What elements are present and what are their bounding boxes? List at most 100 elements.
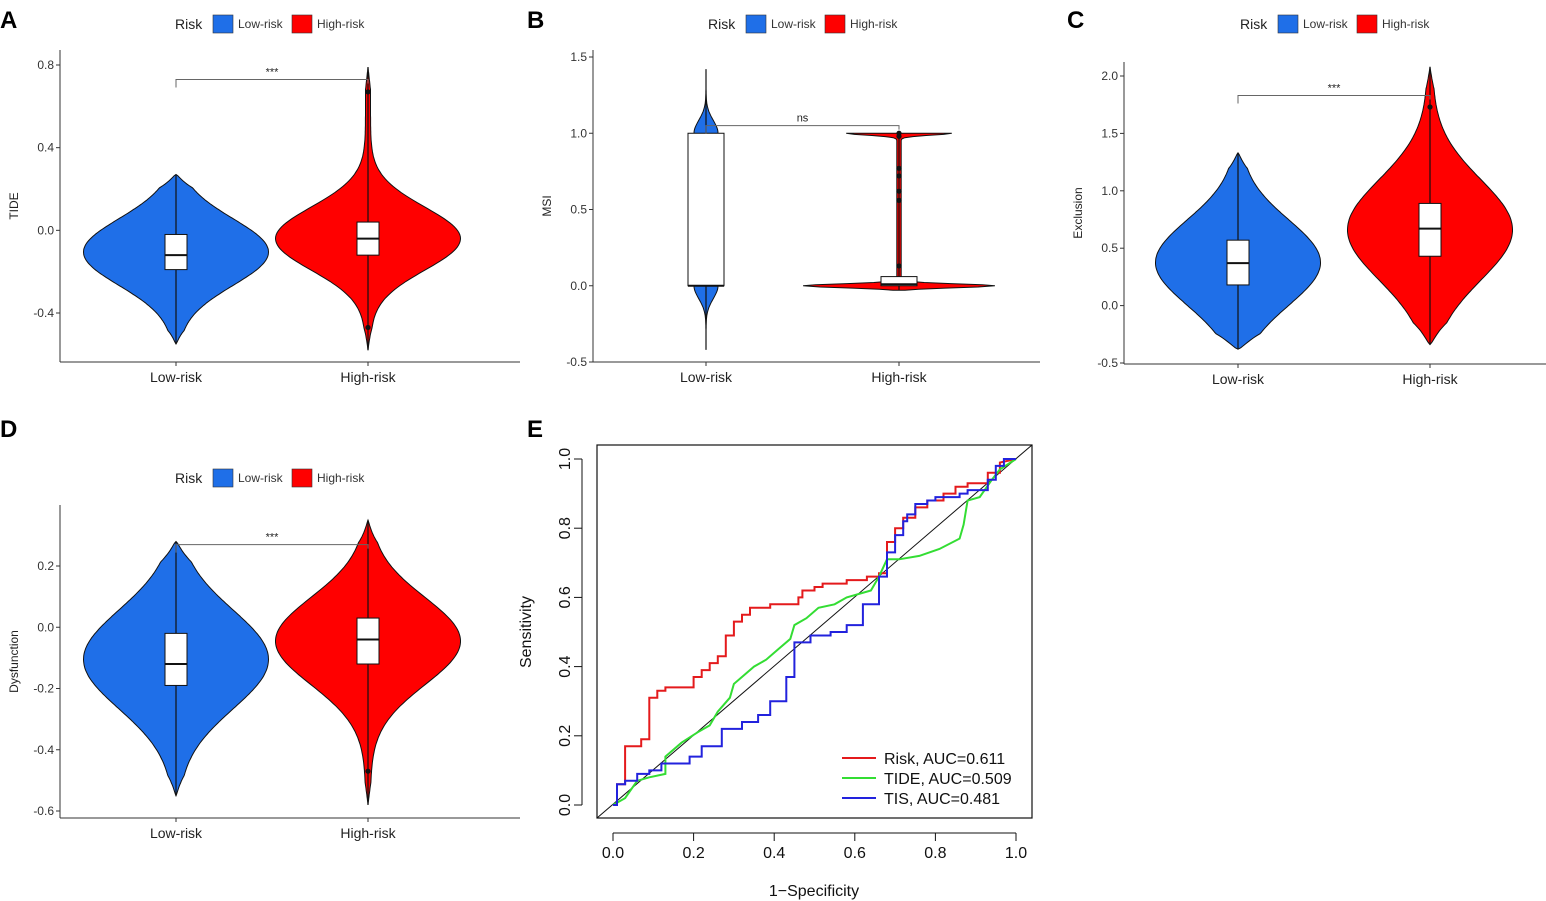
- box-high-risk: [356, 617, 380, 665]
- x-tick-label: 0.0: [602, 845, 624, 862]
- panel-letter-b: B: [527, 7, 544, 34]
- significance-label: ns: [797, 113, 809, 125]
- panel-c: C -0.5 0.0 0.5 1.0 1.5 2.0 Exclusion Low-risk Hig…: [1067, 7, 1546, 387]
- y-tick-label: -0.4: [33, 743, 54, 757]
- x-tick-label-low-risk: Low-risk: [150, 825, 203, 841]
- y-tick-label: 0.4: [557, 655, 574, 677]
- y-tick-label: 1.0: [557, 448, 574, 470]
- outlier-point: [365, 324, 371, 331]
- y-axis-label: Sensitivity: [518, 596, 535, 668]
- y-tick-label: 1.0: [570, 126, 587, 140]
- significance-label: ***: [266, 532, 280, 544]
- significance-bracket: ***: [175, 66, 369, 88]
- x-tick-label: 0.2: [682, 845, 704, 862]
- significance-bracket: ***: [1237, 83, 1431, 104]
- y-tick-label: 0.5: [1101, 241, 1118, 255]
- outlier-point: [896, 165, 902, 171]
- y-tick-label: 0.2: [557, 725, 574, 747]
- box-low-risk: [164, 632, 188, 686]
- plot-frame: [596, 444, 1033, 819]
- legend-swatch-high-risk: [291, 468, 313, 488]
- x-tick-label: 0.8: [924, 845, 946, 862]
- legend-swatch-low-risk: [212, 468, 234, 488]
- legend-label-tide: TIDE, AUC=0.509: [884, 771, 1012, 788]
- outlier-point: [365, 89, 371, 95]
- legend-title: Risk: [175, 470, 203, 486]
- y-tick-label: 0.0: [557, 794, 574, 816]
- legend-label-high-risk: High-risk: [317, 17, 365, 31]
- legend-label-low-risk: Low-risk: [238, 17, 284, 31]
- bracket-line: [1237, 95, 1431, 104]
- y-tick-label: 2.0: [1101, 69, 1118, 83]
- box-high-risk: [880, 276, 918, 287]
- y-axis-label: TIDE: [7, 192, 21, 219]
- legend-title: Risk: [175, 16, 203, 32]
- outlier-point: [896, 197, 902, 203]
- y-tick-label: -0.2: [33, 682, 54, 696]
- legend-title: Risk: [1240, 16, 1268, 32]
- significance-label: ***: [266, 66, 280, 78]
- y-tick-label: 0.0: [37, 223, 54, 237]
- y-axis-label: MSI: [540, 195, 554, 216]
- outlier-point: [896, 173, 902, 179]
- legend-swatch-high-risk: [1356, 14, 1378, 34]
- legend-title: Risk: [708, 16, 736, 32]
- panel-letter-a: A: [0, 7, 17, 34]
- legend-swatch-low-risk: [1277, 14, 1299, 34]
- panel-b: B -0.5 0.0 0.5 1.0 1.5 MSI Low-risk High-risk ns: [527, 7, 1040, 385]
- legend-swatch-high-risk: [824, 14, 846, 34]
- y-axis-label: Dysfunction: [7, 630, 21, 693]
- legend-A: Risk Low-risk High-risk: [175, 14, 365, 34]
- x-tick-label-high-risk: High-risk: [340, 825, 396, 841]
- outlier-point: [365, 768, 371, 774]
- outlier-point: [896, 133, 902, 139]
- y-tick-label: 0.0: [1101, 299, 1118, 313]
- legend-label-low-risk: Low-risk: [1303, 17, 1349, 31]
- y-tick-label: 0.8: [557, 517, 574, 539]
- legend-label-high-risk: High-risk: [317, 471, 365, 485]
- significance-label: ***: [1328, 83, 1342, 95]
- box-high-risk: [1418, 202, 1442, 257]
- legend-label-low-risk: Low-risk: [238, 471, 284, 485]
- y-tick-label: 0.8: [37, 58, 54, 72]
- bracket-line: [705, 125, 900, 134]
- outlier-point: [1427, 104, 1433, 110]
- x-tick-label-low-risk: Low-risk: [680, 369, 733, 385]
- x-axis-label: 1−Specificity: [769, 883, 859, 900]
- y-tick-label: 0.0: [37, 620, 54, 634]
- x-tick-label-high-risk: High-risk: [871, 369, 927, 385]
- panel-letter-c: C: [1067, 7, 1084, 34]
- legend-label-high-risk: High-risk: [850, 17, 898, 31]
- legend-B: Risk Low-risk High-risk: [708, 14, 898, 34]
- y-tick-label: 1.0: [1101, 184, 1118, 198]
- legend-swatch-low-risk: [745, 14, 767, 34]
- roc-curve-tis: [613, 458, 1016, 806]
- legend-C: Risk Low-risk High-risk: [1240, 14, 1430, 34]
- panel-a: A -0.4 0.0 0.4 0.8 TIDE Low-risk High-risk ***: [0, 7, 520, 385]
- legend-label-risk: Risk, AUC=0.611: [884, 751, 1005, 768]
- x-tick-label-low-risk: Low-risk: [1212, 371, 1265, 387]
- panel-letter-d: D: [0, 416, 17, 443]
- bracket-line: [175, 78, 369, 88]
- bracket-line: [175, 544, 369, 553]
- y-tick-label: -0.6: [33, 804, 54, 818]
- outlier-point: [896, 263, 902, 269]
- roc-legend: Risk, AUC=0.611 TIDE, AUC=0.509 TIS, AUC=0…: [842, 751, 1012, 808]
- reference-diagonal: [596, 444, 1033, 819]
- x-tick-label-low-risk: Low-risk: [150, 369, 203, 385]
- legend-label-tis: TIS, AUC=0.481: [884, 791, 1000, 808]
- roc-curve-tide: [612, 458, 1017, 806]
- panel-d: D -0.6 -0.4 -0.2 0.0 0.2 Dysfunction Low-risk Hi…: [0, 416, 520, 841]
- x-tick-label: 0.4: [763, 845, 785, 862]
- x-tick-label-high-risk: High-risk: [340, 369, 396, 385]
- panel-letter-e: E: [527, 416, 543, 443]
- legend-swatch-low-risk: [212, 14, 234, 34]
- y-tick-label: -0.4: [33, 306, 54, 320]
- legend-swatch-high-risk: [291, 14, 313, 34]
- y-tick-label: 0.6: [557, 586, 574, 608]
- y-tick-label: -0.5: [566, 355, 587, 369]
- y-axis-label: Exclusion: [1071, 187, 1085, 238]
- y-tick-label: 0.0: [570, 279, 587, 293]
- significance-bracket: ***: [175, 532, 369, 553]
